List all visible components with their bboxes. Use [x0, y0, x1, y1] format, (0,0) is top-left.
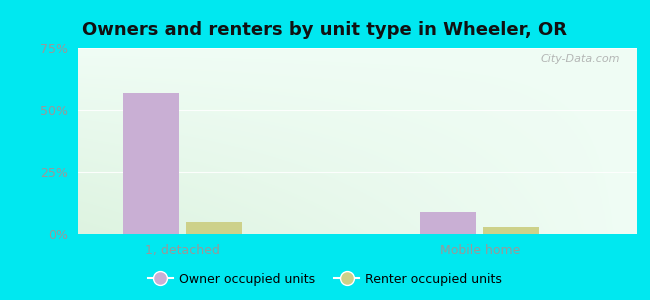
Bar: [187, 222, 242, 234]
Text: City-Data.com: City-Data.com: [541, 54, 620, 64]
Bar: [421, 212, 476, 234]
Bar: [124, 93, 179, 234]
Legend: Owner occupied units, Renter occupied units: Owner occupied units, Renter occupied un…: [143, 268, 507, 291]
Bar: [484, 226, 539, 234]
Text: Owners and renters by unit type in Wheeler, OR: Owners and renters by unit type in Wheel…: [83, 21, 567, 39]
